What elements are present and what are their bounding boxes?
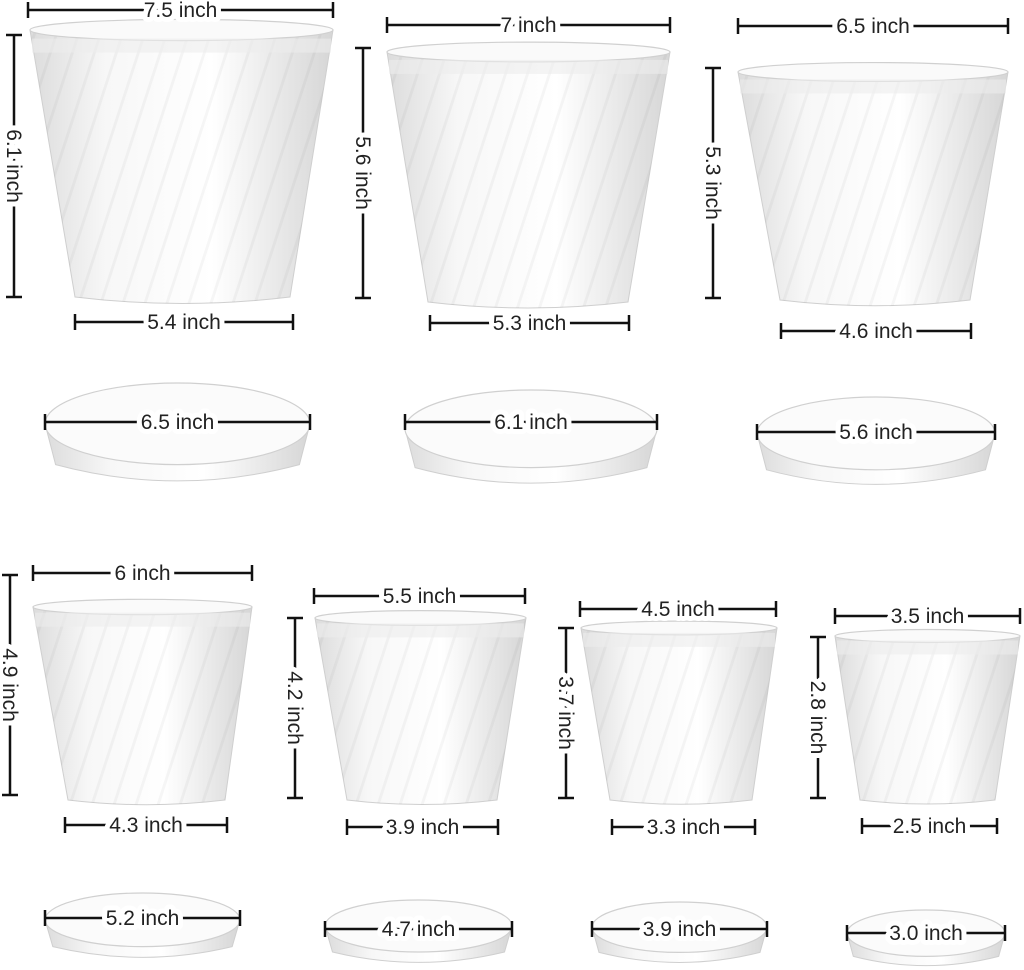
pot [32,598,253,806]
top-diameter-label: 4.5 inch [641,598,715,621]
pot [386,41,671,309]
pot [737,61,1009,307]
saucer [324,899,513,963]
height-label: 4.9 inch [0,648,21,722]
bottom-diameter-label: 2.5 inch [893,815,967,838]
pot [29,18,334,304]
saucer [44,382,311,482]
pot [834,628,1021,805]
saucer-diameter-label: 6.1 inch [494,411,568,434]
saucer-diameter-label: 6.5 inch [141,411,215,434]
top-diameter-label: 3.5 inch [891,605,965,628]
pot-set-4: 6 inch 4.9 inch 4.3 inch 5.2 inch [0,557,254,958]
bottom-diameter-label: 4.3 inch [109,814,183,837]
pot [314,610,527,805]
pot-rim [580,620,778,636]
pot-rim [737,61,1009,83]
pot-set-2: 7 inch 5.6 inch 5.3 inch 6.1 inch [346,9,672,484]
bottom-diameter-label: 3.3 inch [647,816,721,839]
top-diameter-label: 7.5 inch [144,0,218,22]
top-diameter-label: 5.5 inch [383,585,457,608]
saucer-diameter-label: 3.9 inch [643,918,717,941]
bottom-diameter-label: 5.3 inch [493,312,567,335]
pot-rim [386,41,671,63]
height-label: 6.1 inch [2,129,25,203]
pot-set-6: 4.5 inch 3.7 inch 3.3 inch 3.9 inch [549,593,778,963]
pot-set-7: 3.5 inch 2.8 inch 2.5 inch 3.0 inch [801,600,1022,967]
saucer-diameter-label: 3.0 inch [889,922,963,945]
saucer-diameter-label: 4.7 inch [382,918,456,941]
top-diameter-label: 7 inch [500,14,556,37]
bottom-diameter-label: 5.4 inch [147,311,221,334]
saucer-diameter-label: 5.6 inch [839,421,913,444]
saucer-diameter-label: 5.2 inch [106,907,180,930]
pot-set-1: 7.5 inch 6.1 inch 5.4 inch 6.5 inch [0,0,335,482]
top-diameter-label: 6 inch [114,562,170,585]
top-diameter-label: 6.5 inch [836,15,910,38]
pot-rim [29,18,334,42]
pot-set-5: 5.5 inch 4.2 inch 3.9 inch 4.7 inch [278,580,527,963]
pot-rim [32,598,253,616]
pot-rim [314,610,527,626]
saucer [591,901,768,963]
height-label: 3.7 inch [554,676,577,750]
bottom-diameter-label: 3.9 inch [386,816,460,839]
saucer [756,396,996,485]
pot-set-3: 6.5 inch 5.3 inch 4.6 inch 5.6 inch [696,10,1010,485]
saucer [404,389,658,484]
height-label: 2.8 inch [806,681,829,755]
height-label: 5.3 inch [701,146,724,220]
height-label: 5.6 inch [351,136,374,210]
bottom-diameter-label: 4.6 inch [839,320,913,343]
pot [580,620,778,805]
saucer [44,892,241,958]
height-label: 4.2 inch [283,671,306,745]
